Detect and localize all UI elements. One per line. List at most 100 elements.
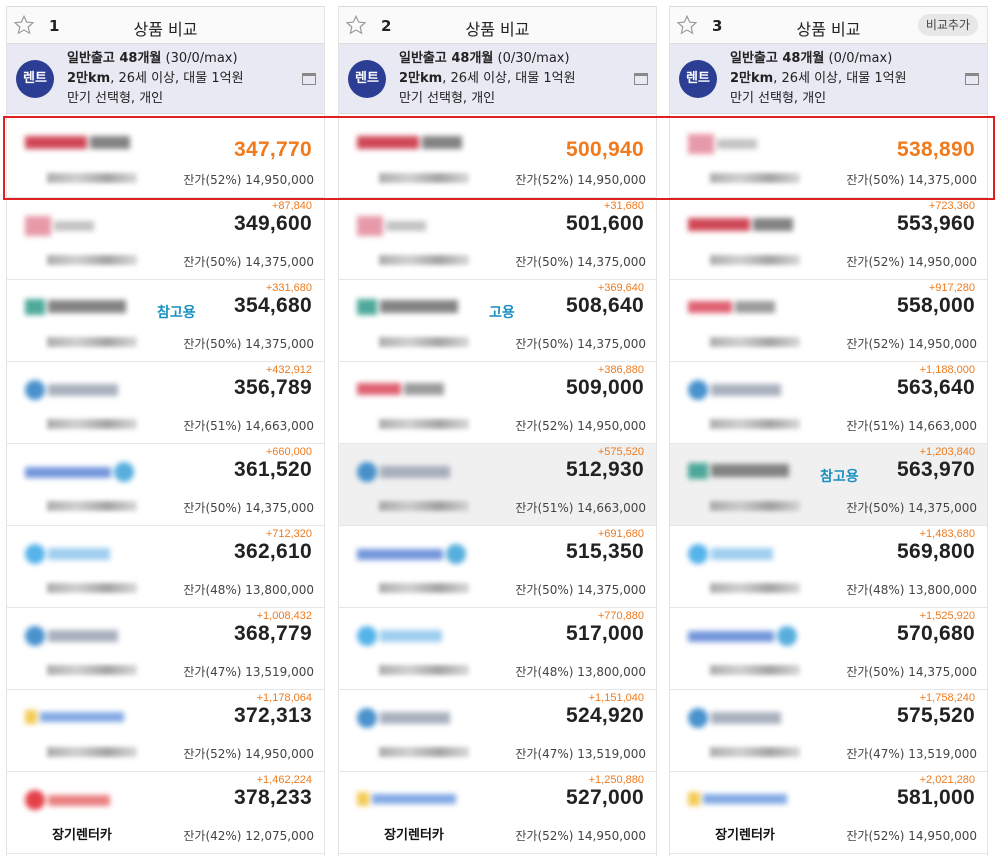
price-difference: +1,151,040 xyxy=(588,692,644,704)
company-subname xyxy=(379,173,469,183)
quote-row[interactable]: +660,000 361,520 잔가(50%) 14,375,000 xyxy=(7,444,324,526)
condition-term: 일반출고 48개월 xyxy=(67,51,162,66)
company-logo xyxy=(357,216,429,242)
quote-row[interactable]: 347,770 잔가(52%) 14,950,000 xyxy=(7,116,324,198)
quote-row[interactable]: +723,360 553,960 잔가(52%) 14,950,000 xyxy=(670,198,987,280)
company-logo xyxy=(25,708,127,734)
quote-row[interactable]: +712,320 362,610 잔가(48%) 13,800,000 xyxy=(7,526,324,608)
quote-row[interactable]: +87,840 349,600 잔가(50%) 14,375,000 xyxy=(7,198,324,280)
price-difference: +1,188,000 xyxy=(919,364,975,376)
quote-row[interactable]: +1,188,000 563,640 잔가(51%) 14,663,000 xyxy=(670,362,987,444)
residual-value: 잔가(52%) 14,950,000 xyxy=(846,255,977,269)
residual-value: 잔가(52%) 14,950,000 xyxy=(846,337,977,351)
quote-row[interactable]: 고용 +369,640 508,640 잔가(50%) 14,375,000 xyxy=(339,280,656,362)
residual-value: 잔가(47%) 13,519,000 xyxy=(846,747,977,761)
quote-row[interactable]: +917,280 558,000 잔가(52%) 14,950,000 xyxy=(670,280,987,362)
company-subname xyxy=(379,747,469,757)
price-difference: +1,462,224 xyxy=(256,774,312,786)
company-logo xyxy=(357,790,459,816)
condition-mileage: 2만km xyxy=(67,71,111,86)
company-logo xyxy=(25,462,137,488)
company-logo xyxy=(25,216,97,242)
quote-row[interactable]: 참고용 +331,680 354,680 잔가(50%) 14,375,000 xyxy=(7,280,324,362)
monthly-price: 581,000 xyxy=(896,786,975,809)
company-logo xyxy=(688,462,792,488)
price-difference: +1,525,920 xyxy=(919,610,975,622)
company-logo xyxy=(688,544,776,570)
residual-value: 잔가(50%) 14,375,000 xyxy=(515,255,646,269)
quote-row[interactable]: +1,151,040 524,920 잔가(47%) 13,519,000 xyxy=(339,690,656,772)
monthly-price: 500,940 xyxy=(565,138,644,161)
company-logo xyxy=(688,298,778,324)
condition-insurance: , 26세 이상, 대물 1억원 xyxy=(110,71,244,86)
quote-row[interactable]: +770,880 517,000 잔가(48%) 13,800,000 xyxy=(339,608,656,690)
quote-row[interactable]: +1,008,432 368,779 잔가(47%) 13,519,000 xyxy=(7,608,324,690)
company-logo xyxy=(25,380,121,406)
residual-value: 잔가(50%) 14,375,000 xyxy=(515,583,646,597)
quote-row[interactable]: +1,758,240 575,520 잔가(47%) 13,519,000 xyxy=(670,690,987,772)
residual-value: 잔가(42%) 12,075,000 xyxy=(183,829,314,843)
star-icon[interactable] xyxy=(345,14,367,36)
compare-column: 3 상품 비교 비교추가 렌트 일반출고 48개월 (0/0/max) 2만km, 26세… xyxy=(669,6,988,856)
star-icon[interactable] xyxy=(676,14,698,36)
company-subname xyxy=(47,583,137,593)
condition-deposit: (30/0/max) xyxy=(161,51,238,66)
monthly-price: 563,970 xyxy=(896,458,975,481)
window-icon[interactable] xyxy=(302,73,316,85)
company-subname xyxy=(379,255,469,265)
quote-row[interactable]: 538,890 잔가(50%) 14,375,000 xyxy=(670,116,987,198)
condition-option: 만기 선택형, 개인 xyxy=(730,91,827,106)
condition-option: 만기 선택형, 개인 xyxy=(399,91,496,106)
monthly-price: 509,000 xyxy=(565,376,644,399)
quote-row[interactable]: 500,940 잔가(52%) 14,950,000 xyxy=(339,116,656,198)
quote-row[interactable]: +31,680 501,600 잔가(50%) 14,375,000 xyxy=(339,198,656,280)
window-icon[interactable] xyxy=(965,73,979,85)
company-logo xyxy=(688,708,784,734)
column-number: 2 xyxy=(381,17,392,35)
price-difference: +575,520 xyxy=(597,446,644,458)
price-difference: +660,000 xyxy=(265,446,312,458)
quote-row[interactable]: +1,525,920 570,680 잔가(50%) 14,375,000 xyxy=(670,608,987,690)
condition-mileage: 2만km xyxy=(399,71,443,86)
condition-term: 일반출고 48개월 xyxy=(730,51,825,66)
company-name: 장기렌터카 xyxy=(715,828,775,843)
monthly-price: 368,779 xyxy=(233,622,312,645)
monthly-price: 372,313 xyxy=(233,704,312,727)
quote-row[interactable]: 장기렌터카 +2,021,280 581,000 잔가(52%) 14,950,000 xyxy=(670,772,987,854)
company-logo xyxy=(688,216,796,242)
residual-value: 잔가(50%) 14,375,000 xyxy=(515,337,646,351)
column-header: 2 상품 비교 xyxy=(339,6,656,44)
quote-row[interactable]: 장기렌터카 +1,462,224 378,233 잔가(42%) 12,075,000 xyxy=(7,772,324,854)
star-icon[interactable] xyxy=(13,14,35,36)
price-difference: +1,178,064 xyxy=(256,692,312,704)
quote-row[interactable]: +1,483,680 569,800 잔가(48%) 13,800,000 xyxy=(670,526,987,608)
residual-value: 잔가(52%) 14,950,000 xyxy=(183,747,314,761)
conditions-text: 일반출고 48개월 (0/30/max) 2만km, 26세 이상, 대물 1억원… xyxy=(399,49,576,109)
monthly-price: 508,640 xyxy=(565,294,644,317)
quote-row[interactable]: +691,680 515,350 잔가(50%) 14,375,000 xyxy=(339,526,656,608)
column-number: 1 xyxy=(49,17,60,35)
condition-option: 만기 선택형, 개인 xyxy=(67,91,164,106)
company-logo xyxy=(688,626,800,652)
residual-value: 잔가(51%) 14,663,000 xyxy=(183,419,314,433)
quote-row[interactable]: +1,178,064 372,313 잔가(52%) 14,950,000 xyxy=(7,690,324,772)
quote-row[interactable]: 장기렌터카 +1,250,880 527,000 잔가(52%) 14,950,000 xyxy=(339,772,656,854)
condition-mileage: 2만km xyxy=(730,71,774,86)
window-icon[interactable] xyxy=(634,73,648,85)
company-logo xyxy=(357,134,465,160)
quote-row[interactable]: +386,880 509,000 잔가(52%) 14,950,000 xyxy=(339,362,656,444)
quote-row[interactable]: 참고용 +1,203,840 563,970 잔가(50%) 14,375,000 xyxy=(670,444,987,526)
company-logo xyxy=(357,544,469,570)
company-logo xyxy=(688,380,784,406)
column-title: 상품 비교 xyxy=(465,20,530,39)
price-difference: +770,880 xyxy=(597,610,644,622)
residual-value: 잔가(48%) 13,800,000 xyxy=(846,583,977,597)
residual-value: 잔가(52%) 14,950,000 xyxy=(515,173,646,187)
residual-value: 잔가(52%) 14,950,000 xyxy=(183,173,314,187)
quote-row[interactable]: +432,912 356,789 잔가(51%) 14,663,000 xyxy=(7,362,324,444)
monthly-price: 378,233 xyxy=(233,786,312,809)
quote-row[interactable]: +575,520 512,930 잔가(51%) 14,663,000 xyxy=(339,444,656,526)
rent-badge: 렌트 xyxy=(679,60,717,98)
add-compare-button[interactable]: 비교추가 xyxy=(917,14,978,36)
residual-value: 잔가(51%) 14,663,000 xyxy=(515,501,646,515)
